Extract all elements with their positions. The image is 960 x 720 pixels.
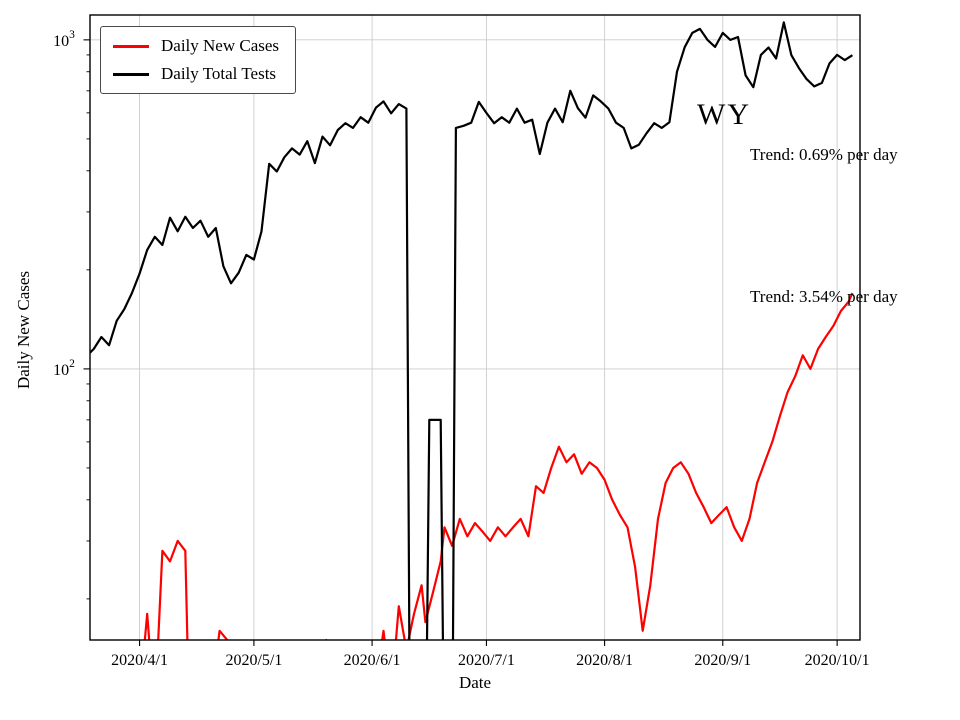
x-tick-label: 2020/6/1 bbox=[344, 652, 401, 669]
tests-line-swatch bbox=[113, 72, 149, 76]
y-tick-label: 103 bbox=[53, 29, 75, 50]
tests-trend-label: Trend: 0.69% per day bbox=[750, 145, 898, 164]
x-tick-label: 2020/8/1 bbox=[576, 652, 633, 669]
series-line-daily-new-cases bbox=[143, 292, 854, 640]
ticks: 2020/4/1 2020/5/1 2020/6/1 2020/7/1 2020/8/1… bbox=[53, 29, 869, 669]
legend-entry-cases: Daily New Cases bbox=[113, 36, 279, 56]
series-line-daily-total-tests bbox=[90, 21, 853, 640]
x-tick-label: 2020/10/1 bbox=[805, 652, 870, 669]
x-tick-label: 2020/7/1 bbox=[458, 652, 515, 669]
axes-frame bbox=[89, 14, 861, 641]
legend-label-cases: Daily New Cases bbox=[161, 36, 280, 55]
cases-line-swatch bbox=[113, 44, 149, 48]
legend-label-tests: Daily Total Tests bbox=[161, 64, 277, 83]
x-tick-label: 2020/5/1 bbox=[225, 652, 282, 669]
legend-entry-tests: Daily Total Tests bbox=[113, 64, 279, 84]
x-tick-label: 2020/9/1 bbox=[694, 652, 751, 669]
state-label: WY bbox=[697, 98, 751, 131]
series-group bbox=[90, 21, 854, 640]
y-axis-label: Daily New Cases bbox=[14, 270, 33, 390]
x-axis-label: Date bbox=[458, 673, 492, 692]
legend: Daily New Cases Daily Total Tests bbox=[100, 26, 297, 94]
x-tick-label: 2020/4/1 bbox=[111, 652, 168, 669]
y-tick-label: 102 bbox=[53, 358, 75, 379]
cases-trend-label: Trend: 3.54% per day bbox=[750, 287, 898, 306]
